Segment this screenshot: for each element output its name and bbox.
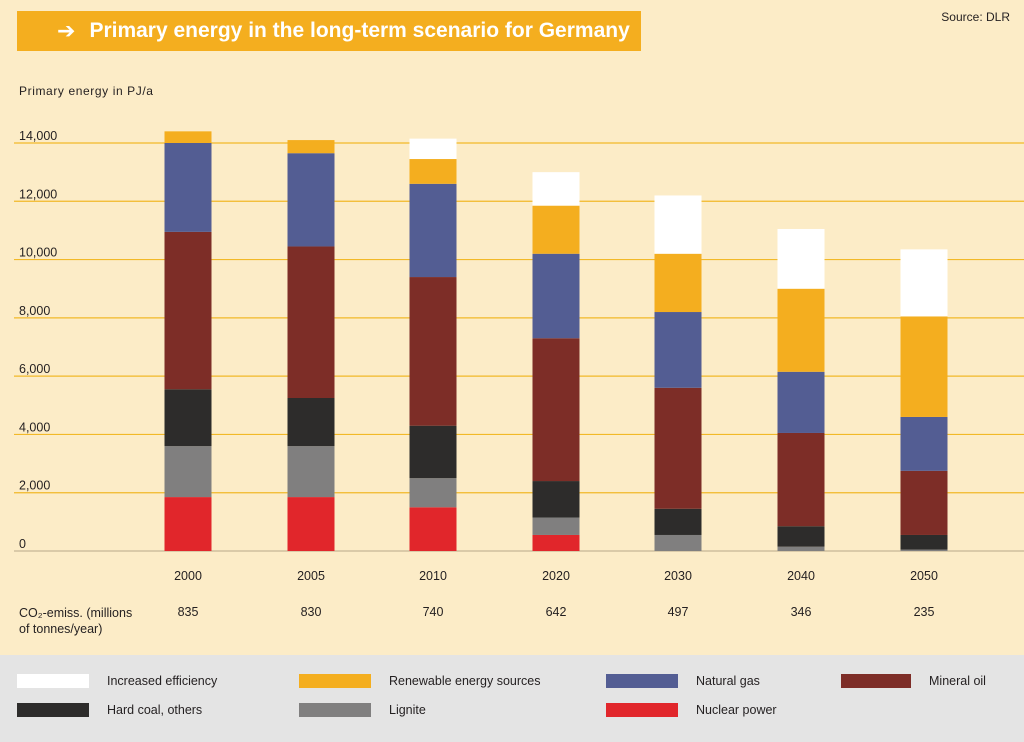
- bar-segment-natural-gas: [777, 371, 825, 433]
- legend-label: Nuclear power: [696, 703, 777, 717]
- bar-segment-increased-efficiency: [409, 138, 457, 160]
- legend-label: Natural gas: [696, 674, 760, 688]
- legend-item-increased-efficiency: Increased efficiency: [17, 674, 217, 688]
- bar-segment-natural-gas: [532, 253, 580, 339]
- legend-item-nuclear-power: Nuclear power: [606, 703, 777, 717]
- bar-segment-natural-gas: [287, 153, 335, 247]
- y-tick-label: 4,000: [19, 420, 50, 434]
- legend: Increased efficiency Renewable energy sou…: [0, 655, 1024, 742]
- bar-segment-mineral-oil: [654, 387, 702, 509]
- legend-swatch: [299, 703, 371, 717]
- legend-item-natural-gas: Natural gas: [606, 674, 760, 688]
- bar-segment-nuclear-power: [409, 507, 457, 551]
- legend-label: Increased efficiency: [107, 674, 218, 688]
- bar-segment-natural-gas: [164, 143, 212, 232]
- legend-label: Lignite: [389, 703, 426, 717]
- bar-segment-lignite: [164, 446, 212, 498]
- arrow-icon: ➔: [57, 18, 76, 43]
- co2-label-line1: CO₂-emiss. (millions: [19, 606, 133, 620]
- bar-segment-renewable-energy-sources: [532, 205, 580, 254]
- bar-segment-renewable-energy-sources: [287, 140, 335, 154]
- bar-segment-mineral-oil: [164, 231, 212, 390]
- y-tick-label: 0: [19, 537, 26, 551]
- chart-title: Primary energy in the long-term scenario…: [89, 19, 630, 42]
- legend-swatch: [606, 674, 678, 688]
- x-tick-label: 2020: [542, 569, 570, 583]
- bar-segment-hard-coal-others: [900, 534, 948, 550]
- co2-value: 497: [667, 605, 689, 619]
- bar-segment-hard-coal-others: [164, 389, 212, 447]
- co2-value: 235: [913, 605, 935, 619]
- y-tick-label: 6,000: [19, 362, 50, 376]
- chart-plot: 0 2,000 4,000 6,000 8,000 10,000 12,000 14,000 2…: [14, 129, 1024, 583]
- legend-swatch: [606, 703, 678, 717]
- bar-segment-hard-coal-others: [777, 526, 825, 547]
- bar-segment-lignite: [532, 517, 580, 535]
- y-tick-label: 8,000: [19, 304, 50, 318]
- bar-segment-hard-coal-others: [532, 481, 580, 518]
- bar-segment-lignite: [409, 478, 457, 508]
- bar-segment-mineral-oil: [532, 338, 580, 482]
- x-tick-label: 2030: [664, 569, 692, 583]
- bar-segment-increased-efficiency: [777, 228, 825, 289]
- co2-value: 740: [422, 605, 444, 619]
- bar-segment-renewable-energy-sources: [654, 253, 702, 313]
- co2-value: 346: [790, 605, 812, 619]
- bar-segment-hard-coal-others: [409, 425, 457, 479]
- bar-segment-nuclear-power: [532, 534, 580, 551]
- y-tick-label: 10,000: [19, 246, 57, 260]
- x-tick-label: 2040: [787, 569, 815, 583]
- y-tick-label: 14,000: [19, 129, 57, 143]
- legend-swatch: [17, 674, 89, 688]
- bar-segment-nuclear-power: [164, 497, 212, 551]
- x-tick-label: 2010: [419, 569, 447, 583]
- bar-segment-renewable-energy-sources: [777, 288, 825, 372]
- co2-value: 830: [300, 605, 322, 619]
- bar-segment-nuclear-power: [287, 497, 335, 551]
- co2-value: 642: [545, 605, 567, 619]
- bar-segment-lignite: [654, 534, 702, 551]
- x-tick-label: 2050: [910, 569, 938, 583]
- x-tick-label: 2000: [174, 569, 202, 583]
- legend-swatch: [841, 674, 911, 688]
- legend-item-hard-coal-others: Hard coal, others: [17, 703, 202, 717]
- y-tick-label: 12,000: [19, 187, 57, 201]
- bar-segment-mineral-oil: [777, 432, 825, 527]
- bar-segment-renewable-energy-sources: [164, 131, 212, 143]
- legend-swatch: [17, 703, 89, 717]
- co2-label: CO₂-emiss. (millions of tonnes/year): [19, 605, 132, 637]
- bar-segment-hard-coal-others: [654, 508, 702, 535]
- x-tick-label: 2005: [297, 569, 325, 583]
- bar-segment-renewable-energy-sources: [900, 316, 948, 417]
- title-banner: ➔ Primary energy in the long-term scenar…: [17, 11, 641, 51]
- bar-segment-hard-coal-others: [287, 398, 335, 447]
- bar-segment-lignite: [287, 446, 335, 498]
- bar-segment-increased-efficiency: [654, 195, 702, 254]
- bar-segment-natural-gas: [409, 183, 457, 278]
- source-note: Source: DLR: [941, 10, 1010, 24]
- bar-segment-mineral-oil: [900, 470, 948, 535]
- y-axis-label: Primary energy in PJ/a: [19, 84, 154, 98]
- bar-segment-mineral-oil: [287, 246, 335, 398]
- co2-value: 835: [177, 605, 199, 619]
- bar-segment-renewable-energy-sources: [409, 159, 457, 184]
- bar-segment-increased-efficiency: [900, 249, 948, 317]
- bar-segment-natural-gas: [900, 416, 948, 471]
- legend-label: Mineral oil: [929, 674, 986, 688]
- bar-segment-lignite: [777, 546, 825, 551]
- legend-item-lignite: Lignite: [299, 703, 426, 717]
- bar-segment-lignite: [900, 549, 948, 551]
- legend-label: Hard coal, others: [107, 703, 203, 717]
- legend-swatch: [299, 674, 371, 688]
- legend-item-mineral-oil: Mineral oil: [841, 674, 986, 688]
- legend-label: Renewable energy sources: [389, 674, 541, 688]
- bar-segment-natural-gas: [654, 312, 702, 388]
- legend-item-renewable-energy-sources: Renewable energy sources: [299, 674, 540, 688]
- co2-label-line2: of tonnes/year): [19, 622, 103, 636]
- bar-segment-increased-efficiency: [532, 172, 580, 206]
- y-tick-label: 2,000: [19, 479, 50, 493]
- bar-segment-mineral-oil: [409, 277, 457, 426]
